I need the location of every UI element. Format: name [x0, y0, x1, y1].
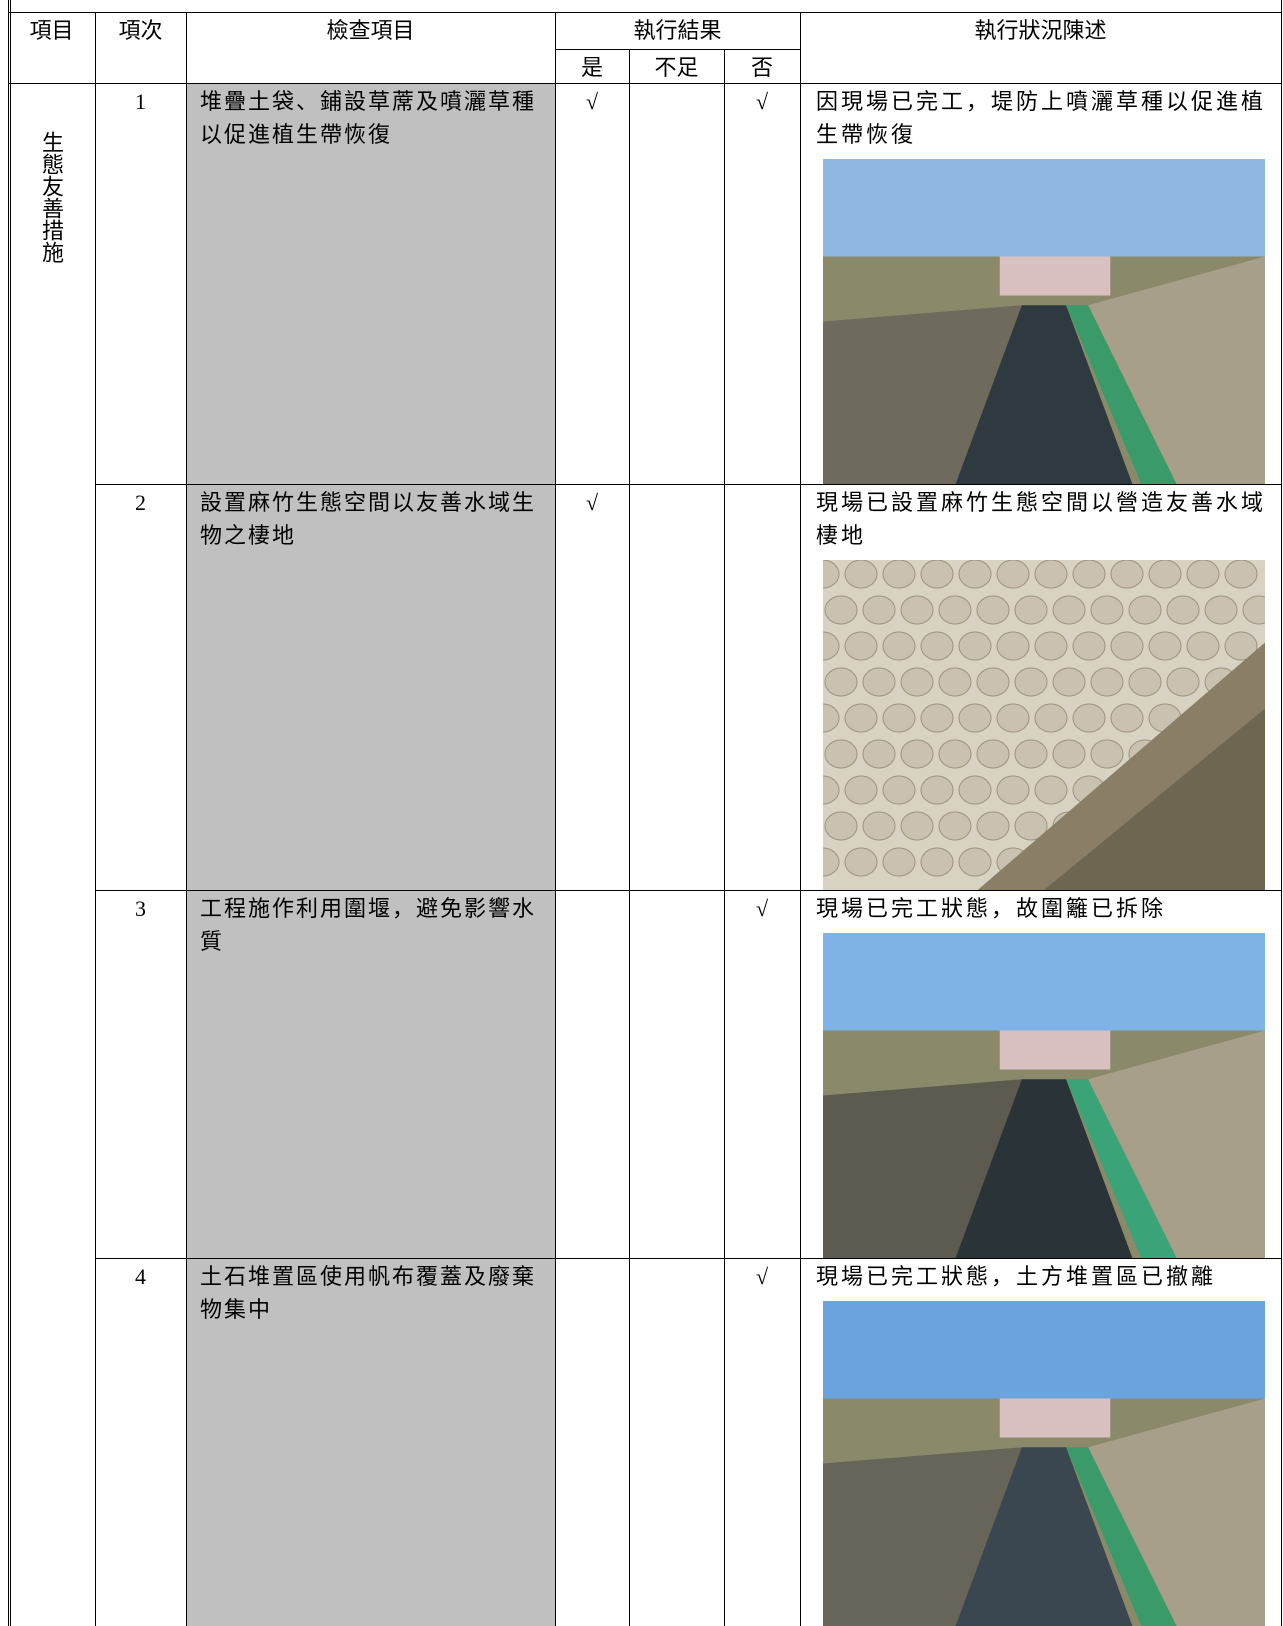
check-item: 土石堆置區使用帆布覆蓋及廢棄物集中 — [186, 1258, 555, 1626]
site-photo — [823, 560, 1265, 890]
header-cell: 項次 — [118, 18, 163, 43]
mark-yes: √ — [585, 490, 599, 515]
header-cell: 檢查項目 — [326, 18, 415, 43]
rule — [724, 49, 725, 1626]
rule — [8, 83, 1282, 84]
rule — [95, 12, 96, 1626]
rule — [10, 0, 11, 1626]
rule — [8, 12, 1282, 13]
rule — [800, 12, 801, 1626]
site-photo — [823, 159, 1265, 484]
rule — [629, 49, 630, 1626]
mark-no: √ — [755, 1264, 769, 1289]
header-cell: 否 — [750, 55, 773, 80]
rule — [95, 890, 1282, 891]
rule — [186, 12, 187, 1626]
header-cell: 執行結果 — [633, 18, 722, 43]
check-item: 設置麻竹生態空間以友善水域生物之棲地 — [186, 484, 555, 890]
header-cell: 項目 — [29, 18, 74, 43]
rule — [8, 0, 9, 1626]
mark-no: √ — [755, 89, 769, 114]
header-cell: 不足 — [654, 55, 699, 80]
rule — [555, 12, 556, 1626]
mark-no: √ — [755, 896, 769, 921]
check-item: 工程施作利用圍堰，避免影響水質 — [186, 890, 555, 1258]
rule — [95, 1258, 1282, 1259]
header-cell: 執行狀況陳述 — [974, 18, 1107, 43]
rule — [1281, 0, 1282, 1626]
item-number: 2 — [135, 490, 146, 515]
rule — [95, 484, 1282, 485]
description: 因現場已完工，堤防上噴灑草種以促進植生帶恢復 — [816, 89, 1267, 147]
item-number: 4 — [135, 1264, 146, 1289]
description: 現場已完工狀態，土方堆置區已撤離 — [816, 1264, 1217, 1289]
rule — [555, 49, 801, 50]
category: 生態友善措施 — [39, 131, 64, 263]
description: 現場已設置麻竹生態空間以營造友善水域棲地 — [816, 490, 1267, 548]
description: 現場已完工狀態，故圍籬已拆除 — [816, 896, 1167, 921]
check-item: 堆疊土袋、鋪設草蓆及噴灑草種以促進植生帶恢復 — [186, 83, 555, 484]
header-cell: 是 — [580, 55, 603, 80]
site-photo — [823, 933, 1265, 1258]
mark-yes: √ — [585, 89, 599, 114]
site-photo — [823, 1301, 1265, 1626]
item-number: 3 — [135, 896, 146, 921]
item-number: 1 — [135, 89, 146, 114]
